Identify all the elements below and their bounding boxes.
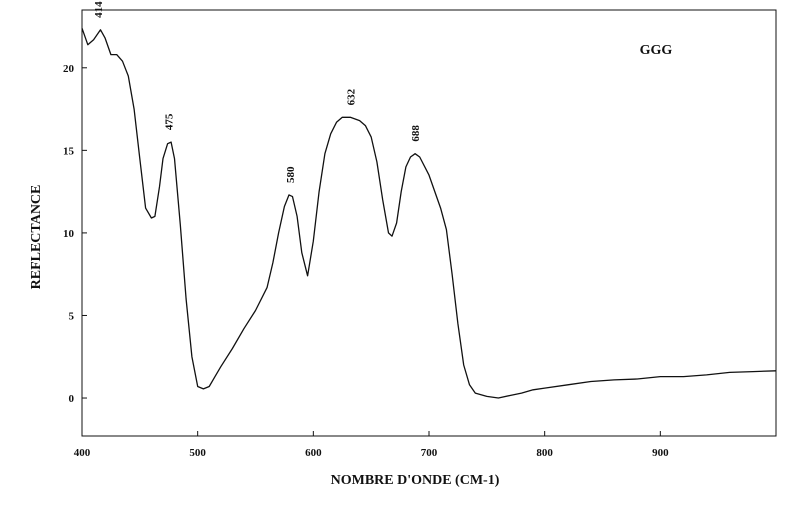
y-tick-label: 5	[69, 310, 75, 322]
peak-label: 475	[164, 113, 176, 130]
y-axis-ticks: 0 5 10 15 20	[63, 63, 87, 405]
peak-label: 688	[410, 125, 422, 142]
peak-label: 414	[93, 1, 105, 18]
x-axis-ticks: 400 500 600 700 800 900	[74, 431, 669, 459]
peak-labels: 414 475 580 632 688	[93, 1, 422, 183]
x-tick-label: 500	[189, 447, 206, 459]
x-tick-label: 400	[74, 447, 91, 459]
x-tick-label: 800	[536, 447, 553, 459]
x-axis-title: NOMBRE D'ONDE (CM-1)	[331, 473, 500, 488]
y-tick-label: 15	[63, 145, 75, 157]
x-tick-label: 700	[421, 447, 438, 459]
x-tick-label: 600	[305, 447, 322, 459]
x-tick-label: 900	[652, 447, 669, 459]
legend-label: GGG	[640, 43, 673, 58]
series-line	[81, 27, 777, 399]
plot-frame	[81, 9, 777, 437]
y-tick-label: 10	[63, 228, 75, 240]
peak-label: 580	[285, 166, 297, 183]
y-tick-label: 0	[69, 393, 75, 405]
peak-label: 632	[345, 88, 357, 105]
y-axis-title: REFLECTANCE	[29, 185, 44, 290]
y-tick-label: 20	[63, 63, 75, 75]
